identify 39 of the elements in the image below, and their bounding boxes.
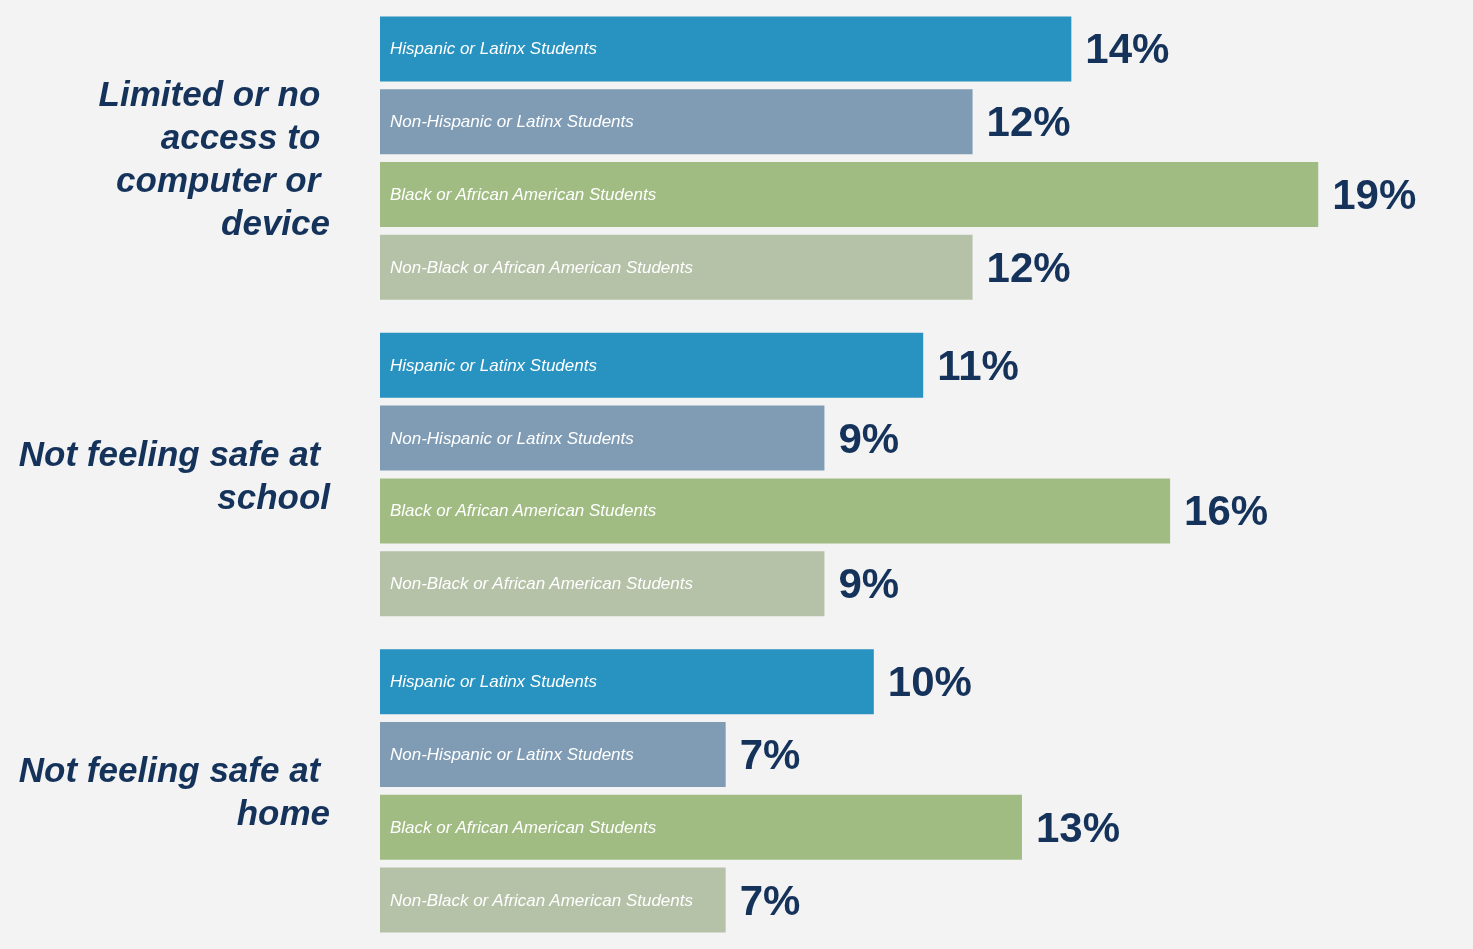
- text: Black or African American Students: [390, 817, 657, 837]
- data-label: 13%: [1035, 803, 1121, 851]
- y-tick-label: Not feeling safe at home: [18, 749, 330, 832]
- bar: [380, 89, 973, 155]
- series-label: Hispanic or Latinx Students: [390, 39, 598, 59]
- data-label: 9%: [838, 560, 900, 608]
- series-label: Black or African American Students: [390, 185, 657, 205]
- bar: [380, 867, 726, 933]
- text: Hispanic or Latinx Students: [390, 355, 597, 375]
- bar: [380, 794, 1022, 860]
- data-label: 9%: [838, 414, 900, 462]
- text: Non-Black or African American Students: [390, 890, 693, 910]
- text: Hispanic or Latinx Students: [390, 672, 597, 692]
- data-label: 11%: [937, 341, 1019, 389]
- y-tick-label: Not feeling safe at school: [18, 433, 332, 516]
- bar: [380, 649, 874, 715]
- bar: [380, 234, 973, 300]
- series-label: Non-Hispanic or Latinx Students: [390, 112, 635, 132]
- data-label: 7%: [739, 876, 801, 924]
- data-label: 12%: [986, 243, 1071, 291]
- text: Black or African American Students: [390, 501, 657, 521]
- bar: [380, 162, 1319, 228]
- bar: [380, 16, 1072, 82]
- data-label: 19%: [1332, 171, 1417, 219]
- data-label: 16%: [1184, 487, 1269, 535]
- y-tick-label: Limited or no access to computer or device: [98, 74, 330, 243]
- data-label: 14%: [1085, 25, 1170, 73]
- bar: [380, 478, 1171, 544]
- bar: [380, 551, 825, 617]
- text: Non-Hispanic or Latinx Students: [390, 744, 634, 764]
- data-label: 12%: [986, 98, 1071, 146]
- bar: [380, 405, 825, 471]
- data-label: 7%: [739, 730, 801, 778]
- text: Non-Black or African American Students: [390, 574, 693, 594]
- data-label: 10%: [887, 658, 972, 706]
- bar: [380, 332, 924, 398]
- series-label: Non-Black or African American Students: [390, 257, 694, 277]
- bar: [380, 721, 726, 787]
- text: Non-Hispanic or Latinx Students: [390, 428, 634, 448]
